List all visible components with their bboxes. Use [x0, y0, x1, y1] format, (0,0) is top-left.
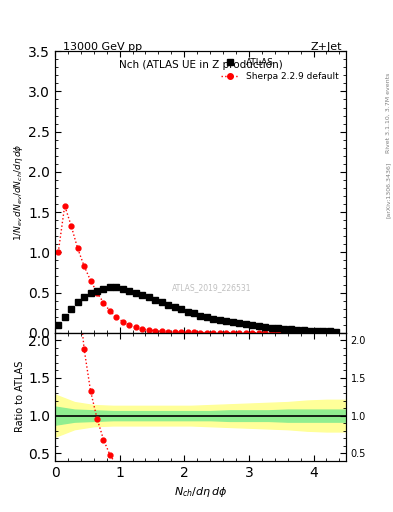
Text: 13000 GeV pp: 13000 GeV pp [63, 42, 142, 52]
Text: ATLAS_2019_226531: ATLAS_2019_226531 [172, 284, 252, 292]
Text: [arXiv:1306.3436]: [arXiv:1306.3436] [386, 161, 391, 218]
X-axis label: $N_{ch}/d\eta\,d\phi$: $N_{ch}/d\eta\,d\phi$ [174, 485, 227, 499]
Text: Rivet 3.1.10, 3.7M events: Rivet 3.1.10, 3.7M events [386, 73, 391, 153]
Legend: ATLAS, Sherpa 2.2.9 default: ATLAS, Sherpa 2.2.9 default [218, 56, 342, 83]
Text: Nch (ATLAS UE in Z production): Nch (ATLAS UE in Z production) [119, 60, 282, 70]
Y-axis label: Ratio to ATLAS: Ratio to ATLAS [15, 361, 26, 433]
Text: Z+Jet: Z+Jet [310, 42, 342, 52]
Y-axis label: $1/N_{ev}\,dN_{ev}/dN_{ch}/d\eta\,d\phi$: $1/N_{ev}\,dN_{ev}/dN_{ch}/d\eta\,d\phi$ [13, 143, 26, 241]
